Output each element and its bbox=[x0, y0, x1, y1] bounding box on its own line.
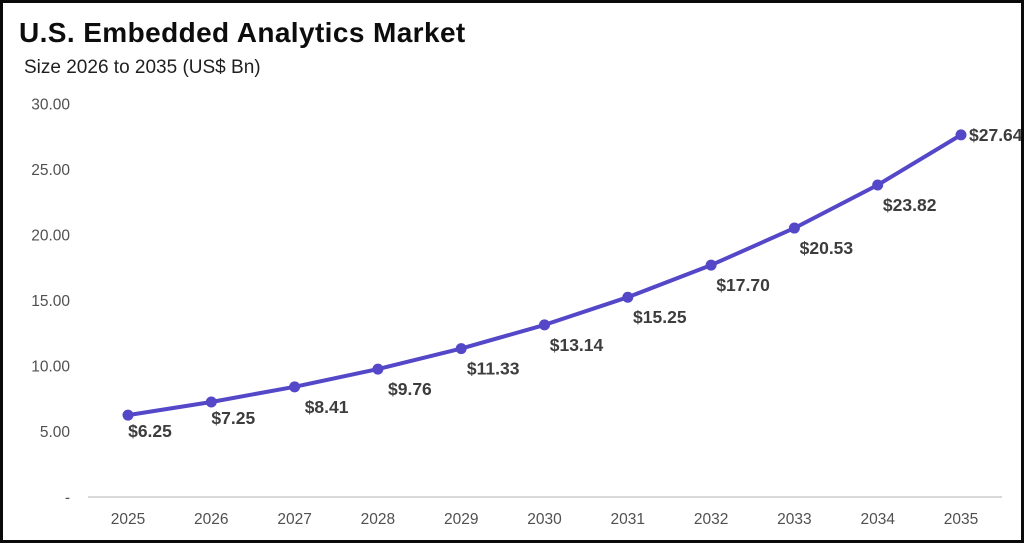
x-axis-tick-label: 2030 bbox=[527, 511, 562, 528]
x-axis-tick-label: 2034 bbox=[860, 511, 895, 528]
x-axis-tick-label: 2025 bbox=[111, 511, 145, 528]
data-point-label: $7.25 bbox=[211, 408, 255, 428]
data-point-label: $9.76 bbox=[388, 379, 432, 399]
data-point-marker bbox=[788, 222, 800, 234]
data-point-marker bbox=[205, 396, 217, 408]
data-point-marker bbox=[955, 129, 967, 141]
data-point-marker bbox=[622, 291, 634, 303]
y-axis-tick-label: 10.00 bbox=[31, 359, 70, 376]
data-point-marker bbox=[705, 259, 717, 271]
data-point-label: $23.82 bbox=[883, 195, 937, 215]
data-point-label: $27.64 bbox=[969, 125, 1021, 145]
data-point-marker bbox=[372, 363, 384, 375]
x-axis-tick-label: 2035 bbox=[944, 511, 978, 528]
chart-subtitle: Size 2026 to 2035 (US$ Bn) bbox=[24, 57, 261, 78]
x-axis-tick-label: 2027 bbox=[277, 511, 311, 528]
data-point-label: $11.33 bbox=[467, 359, 520, 379]
data-point-marker bbox=[122, 409, 134, 421]
x-axis-tick-label: 2026 bbox=[194, 511, 228, 528]
data-point-label: $6.25 bbox=[128, 421, 172, 441]
data-point-marker bbox=[872, 179, 884, 191]
x-axis-tick-label: 2028 bbox=[361, 511, 395, 528]
data-point-marker bbox=[455, 343, 467, 355]
y-axis-tick-label: 25.00 bbox=[31, 162, 70, 179]
x-axis-tick-label: 2029 bbox=[444, 511, 478, 528]
y-axis-tick-label: 30.00 bbox=[31, 97, 70, 114]
x-axis-tick-label: 2033 bbox=[777, 511, 811, 528]
y-axis-tick-label: 20.00 bbox=[31, 228, 70, 245]
data-point-label: $15.25 bbox=[633, 307, 687, 327]
data-line bbox=[126, 132, 963, 418]
x-axis-tick-label: 2031 bbox=[611, 511, 645, 528]
data-point-label: $20.53 bbox=[800, 238, 854, 258]
data-point-label: $13.14 bbox=[550, 335, 604, 355]
chart-title: U.S. Embedded Analytics Market bbox=[19, 17, 466, 48]
data-point-marker bbox=[539, 319, 550, 331]
x-axis-tick-label: 2032 bbox=[694, 511, 728, 528]
line-chart-plot-area: 30.00 25.00 20.00 15.00 10.00 5.00 - 2025 2026 20… bbox=[31, 97, 1021, 529]
y-axis-tick-label: 5.00 bbox=[40, 424, 71, 441]
data-point-marker bbox=[289, 381, 301, 393]
y-axis-tick-label: 15.00 bbox=[31, 293, 70, 310]
y-axis-tick-label: - bbox=[65, 490, 70, 507]
data-point-label: $17.70 bbox=[716, 275, 770, 295]
data-point-label: $8.41 bbox=[305, 397, 349, 417]
